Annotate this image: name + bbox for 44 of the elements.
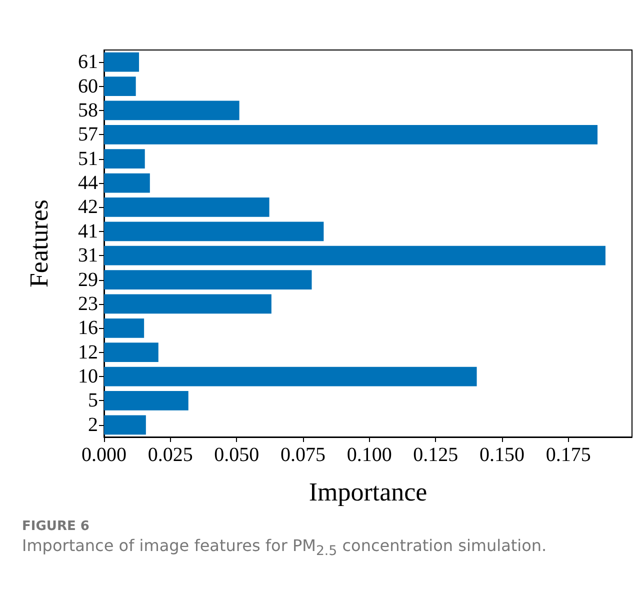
- y-tick-label: 29: [78, 268, 98, 291]
- y-tick-label: 41: [78, 220, 98, 242]
- y-tick-label: 42: [78, 196, 98, 218]
- y-tick-label: 58: [78, 99, 98, 122]
- caption: FIGURE 6: [22, 519, 90, 534]
- bar: [104, 76, 136, 96]
- x-tick-label: 0.175: [546, 444, 591, 466]
- bar: [104, 173, 150, 193]
- bar: [104, 318, 144, 338]
- y-axis-title: Features: [24, 199, 54, 288]
- bar: [104, 294, 272, 314]
- bar: [104, 366, 477, 386]
- y-tick-label: 5: [88, 390, 98, 412]
- bar: [104, 124, 598, 144]
- y-tick-label: 61: [78, 51, 98, 74]
- bar: [104, 391, 188, 410]
- bar: [104, 342, 158, 362]
- y-tick-label: 31: [78, 244, 98, 267]
- y-tick-label: 16: [78, 317, 98, 340]
- bar: [104, 100, 240, 120]
- text: Importance of image features for PM$_{2.5}$ concentration simulation.: [22, 536, 548, 560]
- y-tick-label: 51: [78, 148, 98, 170]
- x-tick-label: 0.050: [214, 444, 260, 466]
- bar: [104, 222, 324, 242]
- x-tick-label: 0.125: [413, 444, 458, 466]
- y-tick-label: 10: [78, 366, 98, 388]
- bar: [104, 198, 270, 217]
- x-axis-title: Importance: [308, 478, 428, 506]
- y-tick-label: 2: [88, 414, 98, 436]
- bar: [104, 52, 140, 72]
- y-tick-label: 60: [78, 75, 98, 98]
- y-tick-label: 12: [78, 341, 98, 364]
- x-tick-label: 0.025: [148, 444, 193, 466]
- bar: [104, 149, 145, 169]
- y-tick-label: 23: [78, 292, 98, 315]
- x-tick-label: 0.000: [82, 444, 126, 466]
- bar: [104, 415, 146, 435]
- x-tick-label: 0.150: [479, 444, 524, 466]
- bar: [104, 246, 606, 266]
- x-tick-label: 0.100: [346, 444, 392, 466]
- y-tick-label: 44: [78, 172, 98, 194]
- bar: [104, 270, 312, 290]
- x-tick-label: 0.075: [280, 444, 326, 466]
- y-tick-label: 57: [78, 124, 98, 146]
